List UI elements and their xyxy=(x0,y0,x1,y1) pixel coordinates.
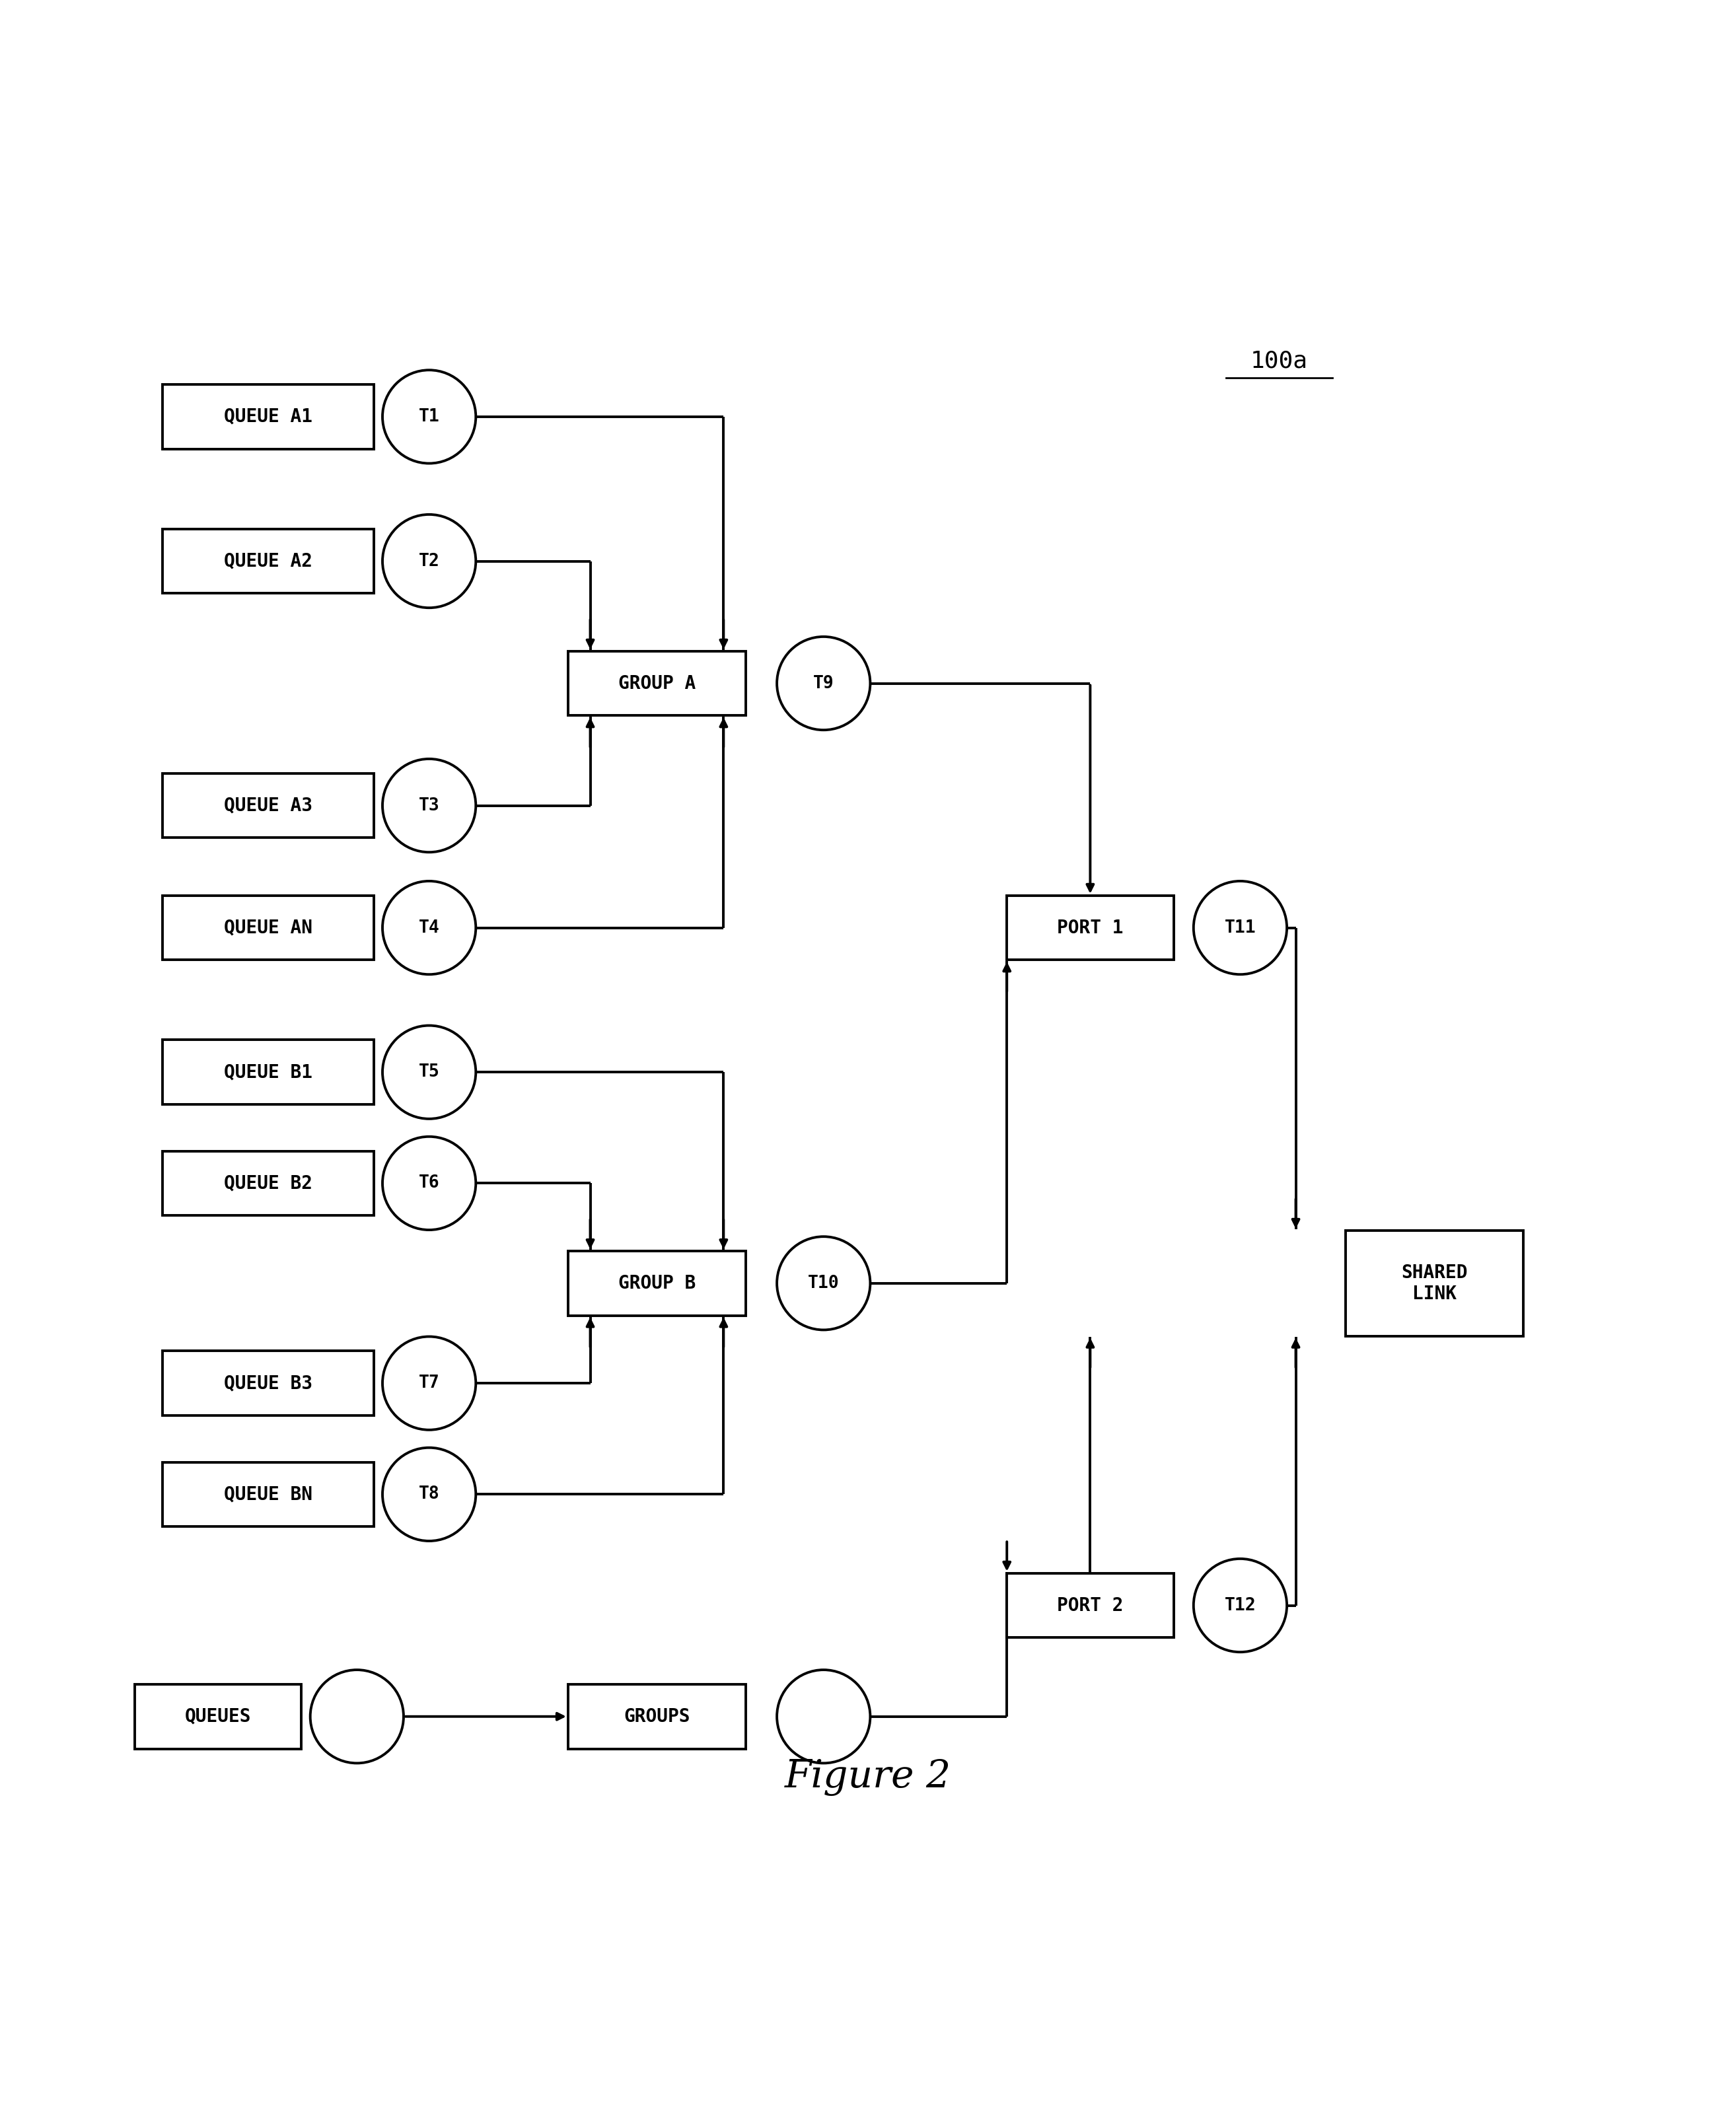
Text: T7: T7 xyxy=(418,1374,439,1391)
Ellipse shape xyxy=(1194,880,1286,975)
Ellipse shape xyxy=(382,515,476,608)
FancyBboxPatch shape xyxy=(568,1252,746,1315)
FancyBboxPatch shape xyxy=(1345,1231,1524,1336)
Ellipse shape xyxy=(382,1026,476,1119)
FancyBboxPatch shape xyxy=(163,384,373,450)
Text: T8: T8 xyxy=(418,1486,439,1503)
FancyBboxPatch shape xyxy=(1007,895,1174,961)
Text: QUEUE A3: QUEUE A3 xyxy=(224,796,312,815)
Ellipse shape xyxy=(311,1670,403,1763)
Text: Figure 2: Figure 2 xyxy=(785,1758,951,1796)
Text: T1: T1 xyxy=(418,407,439,424)
Text: T12: T12 xyxy=(1224,1596,1255,1615)
Text: T5: T5 xyxy=(418,1064,439,1081)
Ellipse shape xyxy=(778,638,870,730)
Text: T10: T10 xyxy=(807,1275,838,1292)
FancyBboxPatch shape xyxy=(163,895,373,961)
Ellipse shape xyxy=(1194,1558,1286,1653)
Text: GROUP A: GROUP A xyxy=(618,673,696,692)
Text: QUEUE A2: QUEUE A2 xyxy=(224,551,312,570)
Text: T3: T3 xyxy=(418,798,439,815)
Text: QUEUE B2: QUEUE B2 xyxy=(224,1174,312,1193)
FancyBboxPatch shape xyxy=(1007,1573,1174,1638)
Text: PORT 1: PORT 1 xyxy=(1057,918,1123,937)
Ellipse shape xyxy=(382,369,476,464)
FancyBboxPatch shape xyxy=(163,530,373,593)
Text: 100a: 100a xyxy=(1250,350,1307,372)
Ellipse shape xyxy=(382,1448,476,1541)
FancyBboxPatch shape xyxy=(568,1685,746,1748)
FancyBboxPatch shape xyxy=(568,650,746,716)
FancyBboxPatch shape xyxy=(163,1150,373,1216)
FancyBboxPatch shape xyxy=(163,1463,373,1526)
Text: QUEUE AN: QUEUE AN xyxy=(224,918,312,937)
Text: T4: T4 xyxy=(418,918,439,937)
Text: GROUP B: GROUP B xyxy=(618,1275,696,1292)
Ellipse shape xyxy=(382,758,476,853)
Text: PORT 2: PORT 2 xyxy=(1057,1596,1123,1615)
FancyBboxPatch shape xyxy=(135,1685,302,1748)
Ellipse shape xyxy=(778,1670,870,1763)
Text: T2: T2 xyxy=(418,553,439,570)
Text: SHARED
LINK: SHARED LINK xyxy=(1401,1262,1469,1302)
Text: QUEUE A1: QUEUE A1 xyxy=(224,407,312,426)
FancyBboxPatch shape xyxy=(163,1041,373,1104)
Text: T6: T6 xyxy=(418,1174,439,1193)
Text: T11: T11 xyxy=(1224,918,1255,937)
Text: QUEUES: QUEUES xyxy=(184,1708,252,1727)
Text: QUEUE B1: QUEUE B1 xyxy=(224,1064,312,1081)
Ellipse shape xyxy=(382,1336,476,1429)
Text: QUEUE BN: QUEUE BN xyxy=(224,1484,312,1503)
Ellipse shape xyxy=(778,1237,870,1330)
FancyBboxPatch shape xyxy=(163,773,373,838)
FancyBboxPatch shape xyxy=(163,1351,373,1416)
Text: GROUPS: GROUPS xyxy=(623,1708,691,1727)
Ellipse shape xyxy=(382,1136,476,1231)
Ellipse shape xyxy=(382,880,476,975)
Text: T9: T9 xyxy=(812,676,833,692)
Text: QUEUE B3: QUEUE B3 xyxy=(224,1374,312,1393)
